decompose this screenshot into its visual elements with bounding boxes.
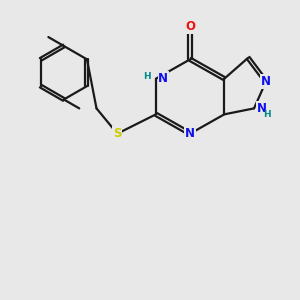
Text: O: O [185,20,195,33]
Text: N: N [185,127,195,140]
Text: H: H [264,110,271,119]
Text: H: H [143,72,151,81]
Text: N: N [158,72,168,85]
Text: N: N [256,102,266,115]
Text: N: N [261,75,271,88]
Text: S: S [113,127,122,140]
